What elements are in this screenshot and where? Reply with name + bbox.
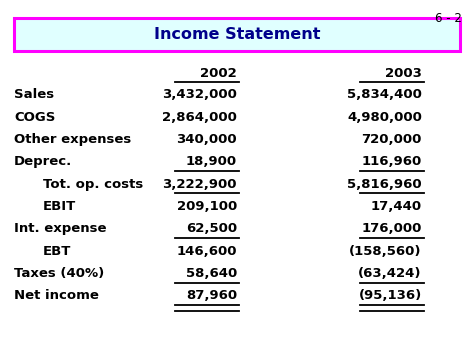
Text: Income Statement: Income Statement bbox=[154, 27, 320, 42]
Text: 116,960: 116,960 bbox=[362, 155, 422, 168]
Text: Sales: Sales bbox=[14, 88, 55, 101]
Text: 17,440: 17,440 bbox=[371, 200, 422, 213]
Text: 3,222,900: 3,222,900 bbox=[163, 178, 237, 191]
Text: 720,000: 720,000 bbox=[362, 133, 422, 146]
Text: 176,000: 176,000 bbox=[362, 222, 422, 235]
Text: Tot. op. costs: Tot. op. costs bbox=[43, 178, 143, 191]
Text: 4,980,000: 4,980,000 bbox=[347, 110, 422, 124]
Text: Other expenses: Other expenses bbox=[14, 133, 131, 146]
Text: 58,640: 58,640 bbox=[186, 267, 237, 280]
Text: 2003: 2003 bbox=[385, 67, 422, 80]
Text: Taxes (40%): Taxes (40%) bbox=[14, 267, 104, 280]
Text: EBT: EBT bbox=[43, 245, 71, 258]
Text: (158,560): (158,560) bbox=[349, 245, 422, 258]
Text: 62,500: 62,500 bbox=[186, 222, 237, 235]
Text: 3,432,000: 3,432,000 bbox=[162, 88, 237, 101]
Text: EBIT: EBIT bbox=[43, 200, 76, 213]
Text: (95,136): (95,136) bbox=[359, 289, 422, 302]
Text: 6 - 2: 6 - 2 bbox=[435, 12, 462, 26]
Text: 87,960: 87,960 bbox=[186, 289, 237, 302]
Text: COGS: COGS bbox=[14, 110, 55, 124]
Text: (63,424): (63,424) bbox=[358, 267, 422, 280]
Text: 18,900: 18,900 bbox=[186, 155, 237, 168]
Text: 2002: 2002 bbox=[200, 67, 237, 80]
Text: Net income: Net income bbox=[14, 289, 99, 302]
FancyBboxPatch shape bbox=[14, 18, 460, 51]
Text: Int. expense: Int. expense bbox=[14, 222, 107, 235]
Text: 209,100: 209,100 bbox=[177, 200, 237, 213]
Text: 5,834,400: 5,834,400 bbox=[347, 88, 422, 101]
Text: Deprec.: Deprec. bbox=[14, 155, 73, 168]
Text: 340,000: 340,000 bbox=[176, 133, 237, 146]
Text: 146,600: 146,600 bbox=[176, 245, 237, 258]
Text: 2,864,000: 2,864,000 bbox=[162, 110, 237, 124]
Text: 5,816,960: 5,816,960 bbox=[347, 178, 422, 191]
